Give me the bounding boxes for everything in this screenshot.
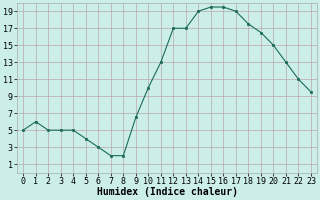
X-axis label: Humidex (Indice chaleur): Humidex (Indice chaleur) xyxy=(97,187,237,197)
